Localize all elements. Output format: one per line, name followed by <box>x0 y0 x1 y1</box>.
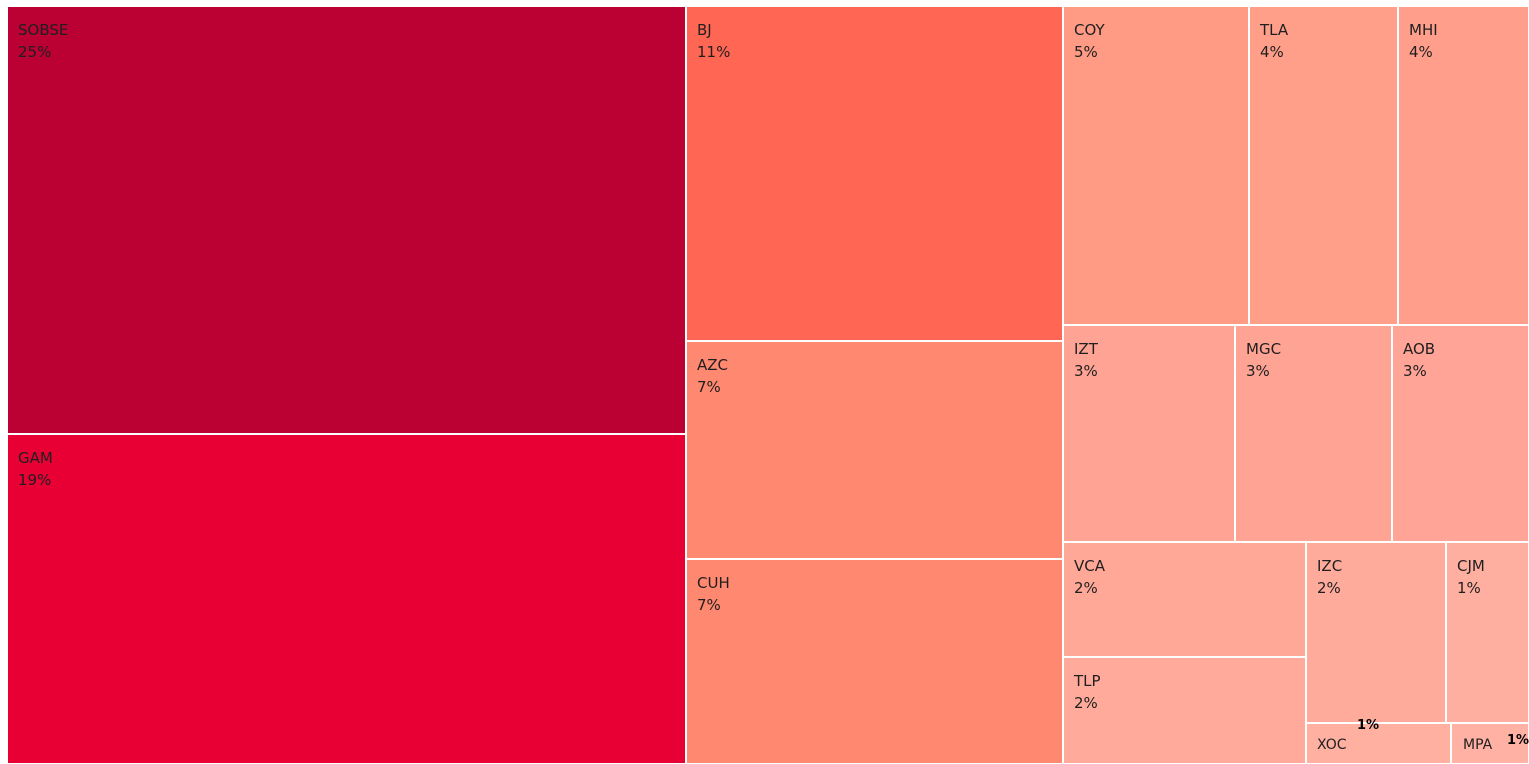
tile-name: VCA <box>1074 557 1105 575</box>
treemap-tile-bj: BJ 11% <box>686 6 1063 341</box>
tile-percent: 3% <box>1403 362 1427 380</box>
tile-label: IZC 2% <box>1317 555 1342 599</box>
treemap-tile-izt: IZT 3% <box>1063 325 1235 542</box>
tile-name: MHI <box>1409 21 1438 39</box>
tile-name: XOC <box>1317 737 1347 753</box>
tile-label: SOBSE 25% <box>18 19 68 63</box>
tile-percent: 2% <box>1317 579 1341 597</box>
tile-name: IZC <box>1317 557 1343 575</box>
tile-label: TLP 2% <box>1074 670 1101 714</box>
tile-label: GAM 19% <box>18 447 53 491</box>
tile-percent: 3% <box>1074 362 1098 380</box>
tile-label: AZC 7% <box>697 354 728 398</box>
tile-label: BJ 11% <box>697 19 730 63</box>
tile-name: GAM <box>18 449 53 467</box>
tile-label: IZT 3% <box>1074 338 1098 382</box>
tile-name: TLA <box>1260 21 1289 39</box>
tile-label: AOB 3% <box>1403 338 1435 382</box>
tile-name: CJM <box>1457 557 1485 575</box>
tile-percent: 2% <box>1074 694 1098 712</box>
treemap-tile-cuh: CUH 7% <box>686 559 1063 764</box>
treemap-tile-tla: TLA 4% <box>1249 6 1398 325</box>
tile-percent: 11% <box>697 43 731 61</box>
treemap-tile-vca: VCA 2% <box>1063 542 1306 657</box>
tile-label: CUH 7% <box>697 572 730 616</box>
treemap-tile-gam: GAM 19% <box>7 434 686 764</box>
treemap-tile-tlp: TLP 2% <box>1063 657 1306 764</box>
tile-name: IZT <box>1074 340 1098 358</box>
tile-percent: 1% <box>1457 579 1481 597</box>
tile-name: MGC <box>1246 340 1282 358</box>
treemap-tile-mpa: MPA 1% <box>1451 723 1529 764</box>
tile-name: CUH <box>697 574 730 592</box>
tile-percent: 3% <box>1246 362 1270 380</box>
tile-percent: 5% <box>1074 43 1098 61</box>
tile-label: MHI 4% <box>1409 19 1438 63</box>
tile-label: TLA 4% <box>1260 19 1288 63</box>
tile-percent: 1% <box>1357 718 1380 733</box>
tile-percent: 7% <box>697 378 721 396</box>
tile-percent: 19% <box>18 471 52 489</box>
tile-label: CJM 1% <box>1457 555 1485 599</box>
tile-percent: 2% <box>1074 579 1098 597</box>
tile-name: SOBSE <box>18 21 69 39</box>
tile-name: COY <box>1074 21 1105 39</box>
tile-percent: 7% <box>697 596 721 614</box>
tile-name: MPA <box>1463 737 1493 753</box>
tile-percent: 25% <box>18 43 52 61</box>
tile-label: MGC 3% <box>1246 338 1281 382</box>
tile-label: COY 5% <box>1074 19 1105 63</box>
treemap-tile-mhi: MHI 4% <box>1398 6 1529 325</box>
tile-percent: 4% <box>1409 43 1433 61</box>
treemap-tile-azc: AZC 7% <box>686 341 1063 559</box>
treemap-tile-mgc: MGC 3% <box>1235 325 1392 542</box>
treemap-tile-aob: AOB 3% <box>1392 325 1529 542</box>
tile-percent: 4% <box>1260 43 1284 61</box>
tile-name: AOB <box>1403 340 1436 358</box>
treemap-tile-sobse: SOBSE 25% <box>7 6 686 434</box>
tile-label: VCA 2% <box>1074 555 1105 599</box>
tile-percent: 1% <box>1507 733 1529 748</box>
treemap-tile-cjm: CJM 1% <box>1446 542 1529 723</box>
tile-name: BJ <box>697 21 712 39</box>
treemap-tile-xoc: XOC 1% <box>1306 718 1451 764</box>
tile-name: AZC <box>697 356 729 374</box>
treemap-tile-izc: IZC 2% <box>1306 542 1446 723</box>
treemap-tile-coy: COY 5% <box>1063 6 1249 325</box>
tile-name: TLP <box>1074 672 1101 690</box>
